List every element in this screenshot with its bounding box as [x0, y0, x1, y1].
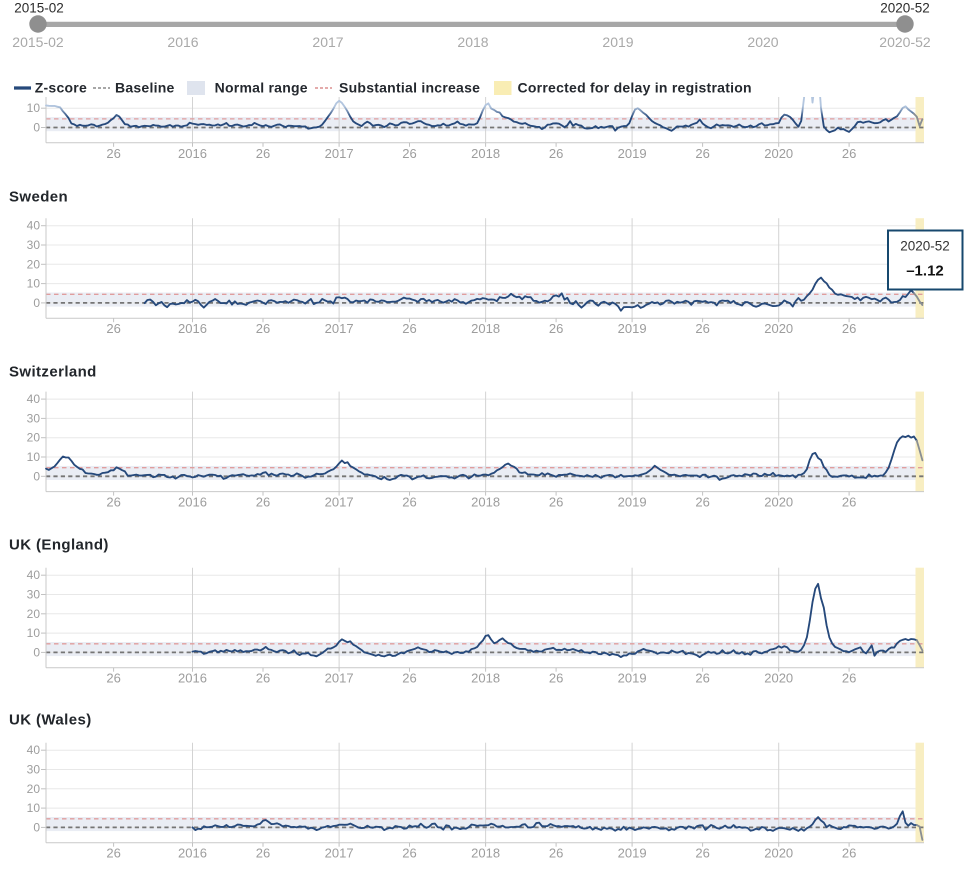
svg-text:20: 20	[27, 607, 41, 621]
svg-text:40: 40	[27, 392, 41, 406]
svg-text:2017: 2017	[312, 34, 343, 50]
svg-text:2020: 2020	[764, 321, 793, 336]
svg-text:30: 30	[27, 763, 41, 777]
svg-text:2015-02: 2015-02	[14, 1, 64, 16]
svg-text:26: 26	[402, 321, 416, 336]
svg-text:10: 10	[27, 626, 41, 640]
svg-text:26: 26	[695, 671, 709, 686]
svg-text:–1.12: –1.12	[906, 263, 944, 280]
svg-text:2018: 2018	[471, 846, 500, 861]
svg-text:26: 26	[842, 321, 856, 336]
svg-text:2017: 2017	[325, 495, 354, 510]
svg-text:2019: 2019	[618, 846, 647, 861]
svg-text:26: 26	[256, 846, 270, 861]
svg-text:Corrected for delay in registr: Corrected for delay in registration	[518, 80, 752, 96]
svg-text:2018: 2018	[457, 34, 488, 50]
svg-text:0: 0	[33, 645, 40, 659]
svg-text:26: 26	[402, 846, 416, 861]
svg-text:30: 30	[27, 411, 41, 425]
svg-text:0: 0	[33, 121, 40, 135]
svg-text:26: 26	[106, 495, 120, 510]
svg-text:26: 26	[695, 321, 709, 336]
svg-text:26: 26	[106, 846, 120, 861]
svg-text:Normal range: Normal range	[215, 80, 308, 96]
svg-text:2016: 2016	[178, 846, 207, 861]
svg-text:26: 26	[106, 321, 120, 336]
svg-text:26: 26	[402, 671, 416, 686]
svg-text:26: 26	[402, 495, 416, 510]
svg-text:10: 10	[27, 277, 41, 291]
svg-text:26: 26	[256, 495, 270, 510]
svg-text:2017: 2017	[325, 321, 354, 336]
svg-text:30: 30	[27, 588, 41, 602]
svg-text:2016: 2016	[167, 34, 198, 50]
svg-text:2015-02: 2015-02	[12, 34, 64, 50]
svg-text:2020: 2020	[764, 846, 793, 861]
svg-text:2019: 2019	[618, 495, 647, 510]
svg-text:2020-52: 2020-52	[900, 239, 950, 254]
svg-text:2020-52: 2020-52	[880, 1, 930, 16]
svg-text:26: 26	[549, 321, 563, 336]
svg-text:2019: 2019	[618, 321, 647, 336]
svg-text:2017: 2017	[325, 671, 354, 686]
svg-text:2017: 2017	[325, 846, 354, 861]
svg-text:30: 30	[27, 238, 41, 252]
svg-text:40: 40	[27, 219, 41, 233]
svg-text:10: 10	[27, 101, 41, 115]
svg-text:26: 26	[842, 495, 856, 510]
svg-text:2016: 2016	[178, 495, 207, 510]
svg-text:2018: 2018	[471, 321, 500, 336]
svg-text:40: 40	[27, 743, 41, 757]
svg-text:2016: 2016	[178, 671, 207, 686]
svg-text:10: 10	[27, 450, 41, 464]
svg-text:2019: 2019	[618, 671, 647, 686]
svg-text:2020-52: 2020-52	[879, 34, 931, 50]
svg-text:26: 26	[549, 671, 563, 686]
svg-text:2019: 2019	[618, 146, 647, 161]
svg-text:26: 26	[842, 846, 856, 861]
svg-text:2020: 2020	[764, 671, 793, 686]
svg-text:26: 26	[106, 671, 120, 686]
svg-text:0: 0	[33, 296, 40, 310]
svg-text:UK (England): UK (England)	[9, 536, 109, 553]
svg-text:2016: 2016	[178, 146, 207, 161]
svg-text:2019: 2019	[602, 34, 633, 50]
svg-text:0: 0	[33, 820, 40, 834]
svg-text:Baseline: Baseline	[115, 80, 175, 96]
svg-text:26: 26	[842, 671, 856, 686]
svg-text:26: 26	[695, 495, 709, 510]
svg-text:2020: 2020	[747, 34, 778, 50]
svg-text:10: 10	[27, 801, 41, 815]
svg-text:26: 26	[695, 846, 709, 861]
svg-text:2017: 2017	[325, 146, 354, 161]
svg-text:26: 26	[695, 146, 709, 161]
svg-text:20: 20	[27, 257, 41, 271]
svg-text:26: 26	[402, 146, 416, 161]
svg-text:26: 26	[549, 146, 563, 161]
svg-text:2018: 2018	[471, 495, 500, 510]
svg-text:Z-score: Z-score	[35, 80, 87, 96]
svg-text:2020: 2020	[764, 146, 793, 161]
svg-text:0: 0	[33, 469, 40, 483]
svg-text:2016: 2016	[178, 321, 207, 336]
svg-text:26: 26	[256, 146, 270, 161]
svg-text:26: 26	[549, 495, 563, 510]
svg-text:UK (Wales): UK (Wales)	[9, 711, 92, 728]
svg-text:Switzerland: Switzerland	[9, 364, 97, 381]
svg-text:26: 26	[842, 146, 856, 161]
svg-text:2018: 2018	[471, 671, 500, 686]
svg-text:40: 40	[27, 568, 41, 582]
svg-text:20: 20	[27, 782, 41, 796]
svg-text:Sweden: Sweden	[9, 189, 68, 206]
svg-text:20: 20	[27, 431, 41, 445]
svg-text:2018: 2018	[471, 146, 500, 161]
svg-text:26: 26	[549, 846, 563, 861]
svg-text:2020: 2020	[764, 495, 793, 510]
svg-text:Substantial increase: Substantial increase	[339, 80, 480, 96]
svg-text:26: 26	[106, 146, 120, 161]
svg-text:26: 26	[256, 671, 270, 686]
svg-text:26: 26	[256, 321, 270, 336]
